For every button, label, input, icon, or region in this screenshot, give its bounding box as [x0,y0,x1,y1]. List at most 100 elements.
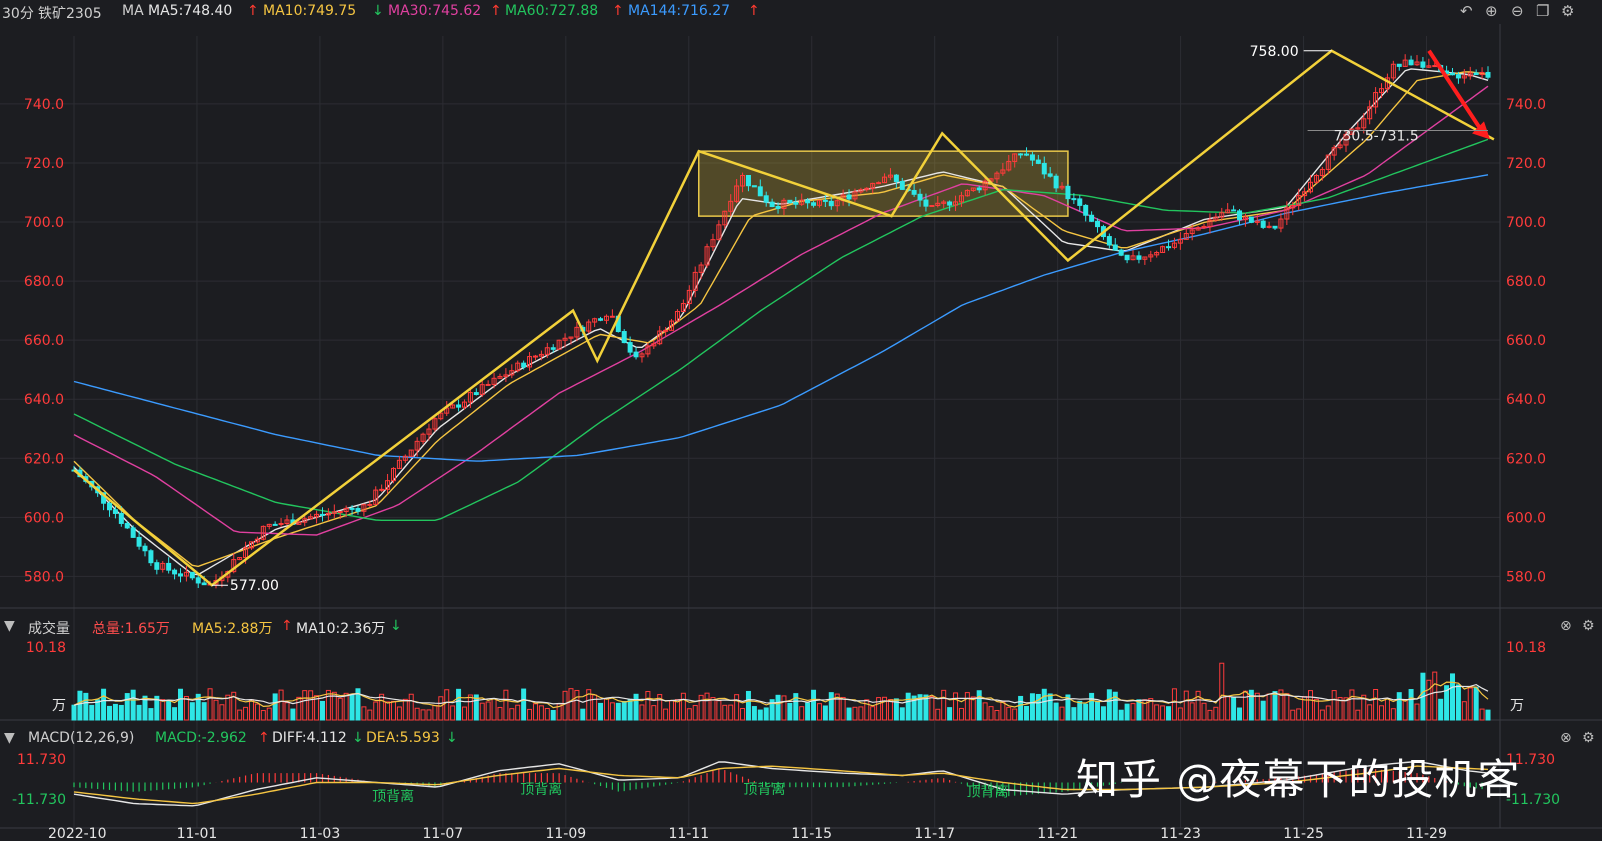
period-label[interactable]: 30分 [2,6,34,22]
macd-close-icon[interactable]: ⊗ [1560,730,1572,746]
candle-body [272,523,278,526]
diff-value: DIFF:4.112 [272,730,347,746]
macd-collapse-icon[interactable]: ▼ [4,730,15,746]
volume-bar [1467,687,1473,721]
divergence-label: 顶背离 [372,788,414,805]
candle-body [633,351,639,358]
candle-body [947,201,953,206]
volume-bar [734,694,740,721]
candle-body [734,185,740,202]
candle-body [1343,133,1349,146]
volume-bar [1396,692,1402,721]
candle-body [935,202,941,206]
candle-body [361,504,367,512]
candle-body [805,199,811,204]
divergence-label: 顶背离 [967,784,1009,801]
annotations: 758.00 577.00 730.5-731.5 [211,44,1488,594]
candle-body [136,536,142,547]
macd-panel: 顶背离 顶背离 顶背离 顶背离 [73,760,1489,807]
volume-bar [1154,704,1160,721]
candle-body [308,516,314,520]
volume-bar [237,709,243,721]
candle-body [799,199,805,205]
window-icon[interactable]: ❐ [1536,2,1550,20]
candle-body [1160,246,1166,254]
volume-bar [781,695,787,721]
candle-body [509,370,515,376]
volume-bar [988,706,994,721]
x-tick-label: 11-23 [1160,826,1201,841]
candle-body [1426,65,1432,68]
x-tick-label: 11-21 [1037,826,1078,841]
candle-body [982,180,988,191]
candle-body [793,202,799,205]
volume-bar [1479,708,1485,721]
candle-body [669,320,675,331]
volume-bar [1012,708,1018,721]
zoom-out-icon[interactable]: ⊖ [1511,2,1524,20]
volume-collapse-icon[interactable]: ▼ [4,618,15,634]
volume-bar [1077,700,1083,721]
y-tick-left: 660.0 [24,333,64,349]
candle-body [704,246,710,266]
volume-bar [1047,693,1053,721]
volume-bar [361,706,367,721]
low-label: 577.00 [230,578,279,594]
volume-bar [893,698,899,721]
symbol-label[interactable]: 铁矿2305 [38,6,102,22]
volume-bar [527,708,533,721]
volume-bar [763,707,769,721]
candle-body [1349,128,1355,135]
ma144-arrow: ↑ [748,3,760,19]
volume-bar [1018,695,1024,721]
volume-bar [1059,706,1065,721]
candle-body [893,174,899,182]
candle-body [485,383,491,386]
volume-bars [71,662,1491,721]
candle-body [870,182,876,189]
volume-bar [438,696,444,721]
volume-bar [805,702,811,721]
volume-bar [260,710,266,721]
volume-bar [420,709,426,721]
candle-body [1266,225,1272,228]
x-tick-label: 11-17 [914,826,955,841]
candle-body [237,557,243,561]
candle-body [325,512,331,516]
volume-bar [89,704,95,721]
candle-body [787,199,793,204]
candle-body [1290,204,1296,209]
volume-ma5: MA5:2.88万 [192,621,273,637]
candle-body [1479,71,1485,76]
candle-body [976,187,982,191]
volume-bar [308,690,314,721]
ma30-value: MA30:745.62 [388,3,482,19]
settings-icon[interactable]: ⚙ [1561,2,1575,20]
volume-max-label-left: 10.18 [26,640,66,656]
macd-settings-icon[interactable]: ⚙ [1582,730,1595,746]
volume-bar [976,690,982,721]
volume-bar [1148,698,1154,721]
volume-bar [799,706,805,721]
volume-bar [686,708,692,721]
volume-close-icon[interactable]: ⊗ [1560,618,1572,634]
volume-bar [982,702,988,721]
volume-settings-icon[interactable]: ⚙ [1582,618,1595,634]
volume-bar [1189,702,1195,721]
undo-icon[interactable]: ↶ [1460,2,1473,20]
candle-body [1065,185,1071,200]
candle-body [609,315,615,318]
volume-bar [1473,686,1479,721]
volume-bar [1319,709,1325,721]
candle-body [728,200,734,212]
y-tick-right: 720.0 [1506,156,1546,172]
volume-bar [77,690,83,721]
candle-body [1461,75,1467,79]
volume-bar [1349,689,1355,721]
zoom-in-icon[interactable]: ⊕ [1485,2,1498,20]
volume-bar [828,692,834,721]
candle-body [846,194,852,200]
candle-body [130,527,136,538]
divergence-label: 顶背离 [520,781,562,798]
